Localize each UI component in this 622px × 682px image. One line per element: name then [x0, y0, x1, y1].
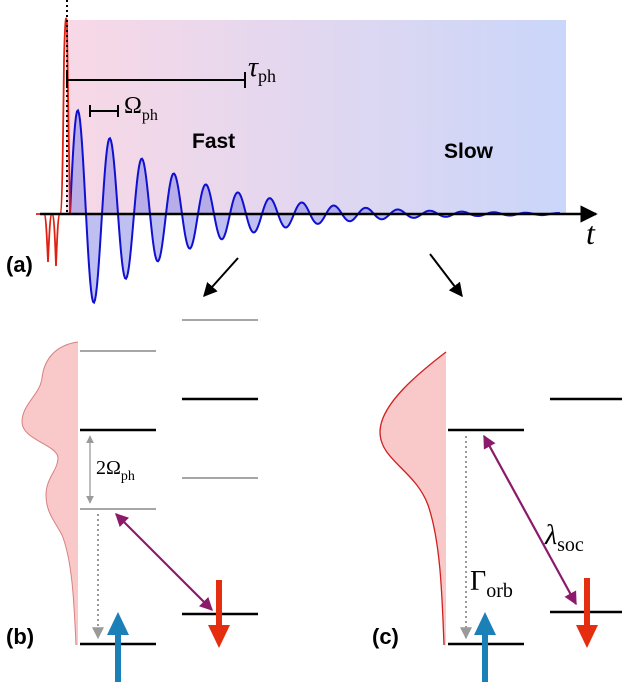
lambda-label: λsoc — [544, 520, 584, 556]
spin-up-arrow-b — [107, 612, 129, 682]
arrow-to-panel-c — [429, 253, 463, 298]
distribution-c-fill — [380, 352, 446, 645]
spin-up-arrow-c — [474, 612, 496, 682]
panel-c: Γorb λsoc (c) — [372, 351, 622, 682]
panel-a-label: (a) — [6, 252, 33, 277]
arrow-to-panel-b — [203, 257, 239, 298]
omega-label: Ωph — [124, 93, 158, 124]
coupling-arrow-b — [115, 513, 213, 611]
fast-label: Fast — [192, 130, 235, 153]
panel-b: 2Ωph (b) — [6, 319, 258, 682]
distribution-c-line — [379, 351, 447, 646]
panel-c-label: (c) — [372, 624, 399, 649]
oscillation-fill — [70, 110, 560, 303]
coupling-arrow-c — [483, 434, 577, 606]
slow-label: Slow — [444, 140, 494, 163]
time-axis-label: t — [586, 215, 596, 251]
time-region-gradient — [66, 20, 566, 215]
distribution-b-fill — [22, 342, 78, 645]
spin-down-arrow-c — [576, 578, 598, 648]
distribution-b-line — [21, 341, 79, 646]
tau-label: τph — [248, 52, 276, 86]
two-omega-label: 2Ωph — [96, 457, 135, 484]
panel-b-label: (b) — [6, 624, 34, 649]
spin-down-arrow-b — [208, 580, 230, 648]
gamma-label: Γorb — [470, 566, 513, 602]
oscillation-curve — [69, 108, 561, 305]
panel-a: t τph Ωph Fast Slow (a) — [6, 0, 598, 305]
